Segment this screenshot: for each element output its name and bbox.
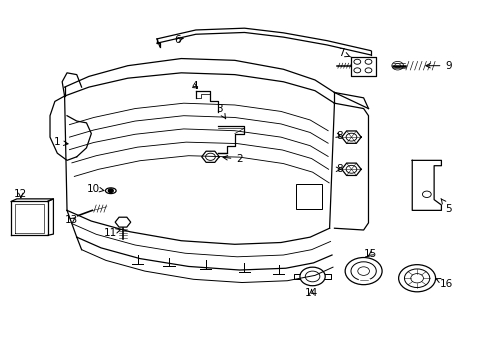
Text: 2: 2 <box>223 154 243 164</box>
Text: 7: 7 <box>338 48 350 58</box>
Text: 12: 12 <box>14 189 27 199</box>
Text: 14: 14 <box>305 288 318 297</box>
Text: 9: 9 <box>425 61 451 71</box>
Text: 8: 8 <box>336 164 343 174</box>
Bar <box>295 184 322 208</box>
Text: 5: 5 <box>440 199 451 213</box>
Text: 16: 16 <box>435 279 452 289</box>
Circle shape <box>108 189 113 193</box>
Text: 8: 8 <box>335 131 343 141</box>
Text: 3: 3 <box>216 104 225 119</box>
Text: 15: 15 <box>364 249 377 259</box>
Text: 1: 1 <box>54 138 68 148</box>
Text: 6: 6 <box>174 35 183 45</box>
Text: 13: 13 <box>65 215 79 225</box>
Text: 11: 11 <box>104 228 121 238</box>
Text: 10: 10 <box>87 184 103 194</box>
Text: 4: 4 <box>191 81 198 91</box>
